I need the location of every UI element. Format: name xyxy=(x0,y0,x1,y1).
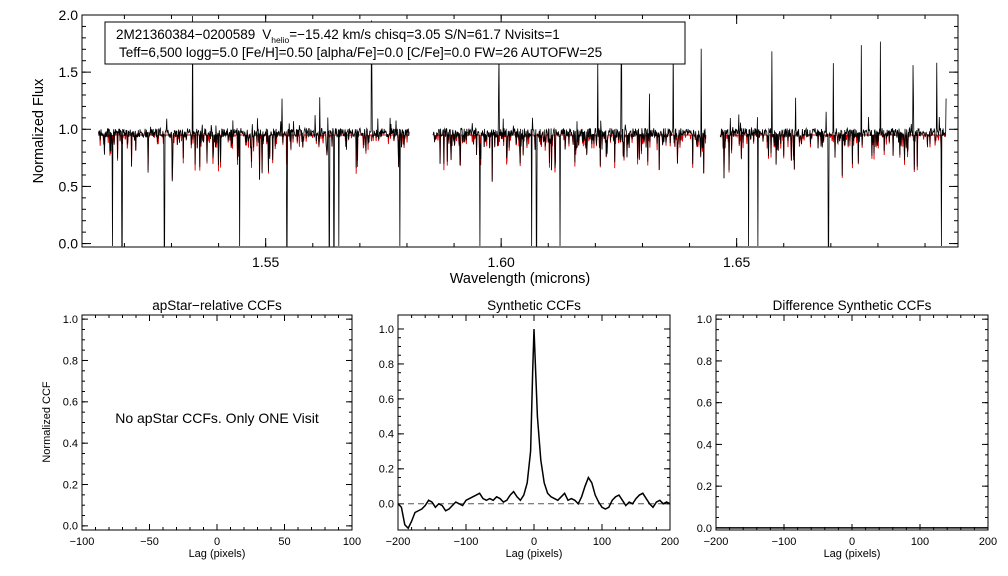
y-tick-label: 0.8 xyxy=(697,356,712,368)
x-tick-label: 100 xyxy=(911,536,929,548)
y-tick-label: 1.0 xyxy=(59,121,79,137)
x-tick-label: 0 xyxy=(849,536,855,548)
apstar-no-data-message: No apStar CCFs. Only ONE Visit xyxy=(115,410,319,426)
y-tick-label: 0.4 xyxy=(379,429,394,441)
spectrum-y-label: Normalized Flux xyxy=(31,78,47,183)
difference-ccf-panel: Difference Synthetic CCFs −200 −100 0 100 20… xyxy=(697,298,997,560)
y-tick-label: 0.8 xyxy=(379,359,394,371)
difference-frame xyxy=(715,314,989,531)
x-tick-label: 100 xyxy=(343,536,361,548)
apstar-ticks xyxy=(81,315,353,530)
x-tick-label: 100 xyxy=(593,536,611,548)
annotation-box xyxy=(104,21,686,65)
y-tick-label: 1.0 xyxy=(63,314,78,326)
spectrum-observed-line xyxy=(719,41,947,247)
annotation-v-symbol: V xyxy=(262,27,271,42)
y-tick-label: 1.0 xyxy=(697,314,712,326)
synthetic-ccf-title: Synthetic CCFs xyxy=(487,298,581,313)
y-tick-label: 1.5 xyxy=(59,64,79,80)
spectrum-tick-labels: 1.55 1.60 1.65 0.0 0.5 1.0 1.5 2.0 xyxy=(59,7,751,270)
spectrum-frame xyxy=(81,14,959,248)
x-tick-label: −50 xyxy=(140,536,159,548)
y-tick-label: 2.0 xyxy=(59,7,79,23)
spectrum-ticks xyxy=(82,14,958,247)
annotation-values: =−15.42 km/s chisq=3.05 S/N=61.7 Nvisits… xyxy=(289,27,560,42)
synthetic-ccf-panel: Synthetic CCFs −200 −100 0 100 200 0.0 0.2 0.4 0… xyxy=(379,298,679,560)
x-tick-label: 1.55 xyxy=(252,254,279,270)
annotation-v-subscript: helio xyxy=(271,35,289,45)
annotation-line-2: Teff=6,500 logg=5.0 [Fe/H]=0.50 [alpha/F… xyxy=(119,45,602,60)
spectrum-model-series xyxy=(98,133,947,182)
y-tick-label: 1.0 xyxy=(379,324,394,336)
x-tick-label: 0 xyxy=(214,536,220,548)
y-tick-label: 0.8 xyxy=(63,355,78,367)
x-tick-label: 200 xyxy=(979,536,997,548)
x-tick-label: −200 xyxy=(386,536,411,548)
difference-x-label: Lag (pixels) xyxy=(824,548,881,560)
synthetic-ccf-series xyxy=(397,328,671,530)
apstar-y-label: Normalized CCF xyxy=(41,381,53,463)
y-tick-label: 0.6 xyxy=(697,398,712,410)
spectrum-observed-series xyxy=(98,15,947,247)
annotation-line-1: 2M21360384−0200589 Vhelio=−15.42 km/s chi… xyxy=(116,27,560,45)
y-tick-label: 0.4 xyxy=(63,438,78,450)
spectrum-observed-line xyxy=(98,15,410,247)
y-tick-label: 0.4 xyxy=(697,439,712,451)
y-tick-label: 0.6 xyxy=(379,394,394,406)
y-tick-label: 0.2 xyxy=(697,481,712,493)
x-tick-label: −100 xyxy=(70,536,95,548)
x-tick-label: 1.60 xyxy=(488,254,515,270)
y-tick-label: 0.0 xyxy=(379,499,394,511)
apstar-frame xyxy=(81,314,353,531)
y-tick-label: 0.0 xyxy=(59,235,79,251)
synthetic-frame xyxy=(397,314,671,531)
spectrum-observed-line xyxy=(432,23,707,247)
y-tick-label: 0.5 xyxy=(59,178,79,194)
spectrum-x-label: Wavelength (microns) xyxy=(450,271,590,287)
apstar-ccf-title: apStar−relative CCFs xyxy=(152,298,282,313)
x-tick-label: −100 xyxy=(454,536,479,548)
y-tick-label: 0.0 xyxy=(63,521,78,533)
synthetic-x-label: Lag (pixels) xyxy=(506,548,563,560)
y-tick-label: 0.2 xyxy=(63,479,78,491)
y-tick-label: 0.0 xyxy=(697,523,712,535)
x-tick-label: −200 xyxy=(704,536,729,548)
apstar-tick-labels: −100 −50 0 50 100 0.0 0.2 0.4 0.6 0.8 1.0 xyxy=(63,314,361,548)
spectrum-panel: 1.55 1.60 1.65 0.0 0.5 1.0 1.5 2.0 2M21360384−0… xyxy=(31,7,959,287)
y-tick-label: 0.6 xyxy=(63,397,78,409)
x-tick-label: 200 xyxy=(661,536,679,548)
apstar-x-label: Lag (pixels) xyxy=(189,548,246,560)
x-tick-label: 0 xyxy=(531,536,537,548)
x-tick-label: 50 xyxy=(278,536,290,548)
y-tick-label: 0.2 xyxy=(379,464,394,476)
x-tick-label: −100 xyxy=(772,536,797,548)
difference-ccf-title: Difference Synthetic CCFs xyxy=(773,298,932,313)
difference-ticks xyxy=(715,315,989,530)
synthetic-tick-labels: −200 −100 0 100 200 0.0 0.2 0.4 0.6 0.8 1.0 xyxy=(379,324,679,548)
x-tick-label: 1.65 xyxy=(723,254,750,270)
apstar-ccf-panel: apStar−relative CCFs −100 −50 0 50 100 0.0 0.2… xyxy=(41,298,361,560)
synthetic-ccf-line xyxy=(397,328,671,530)
difference-tick-labels: −200 −100 0 100 200 0.0 0.2 0.4 0.6 0.8 1.0 xyxy=(697,314,997,548)
annotation-star-id: 2M21360384−0200589 xyxy=(116,27,255,42)
